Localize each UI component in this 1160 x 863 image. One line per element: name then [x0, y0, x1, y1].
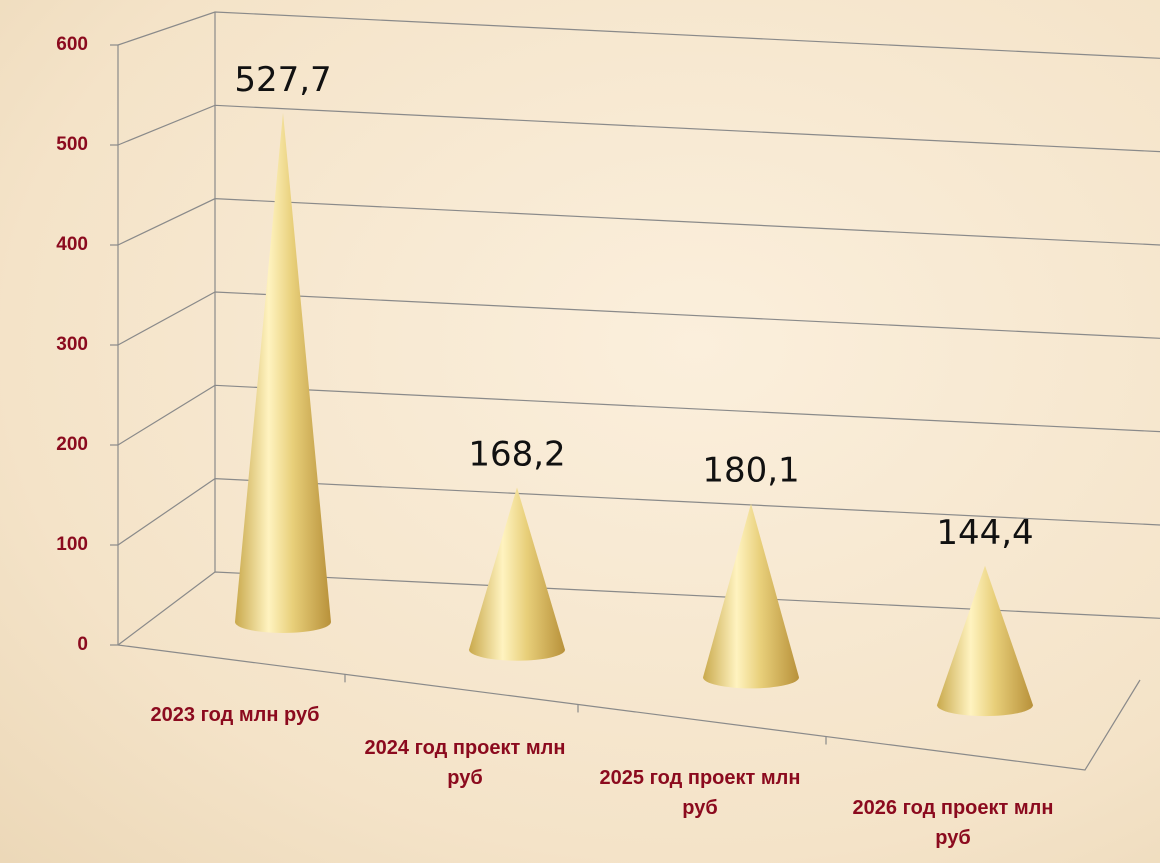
page: 0100200300400500600527,7168,2180,1144,4 … [0, 0, 1160, 863]
x-tick-label: 2025 год проект млн руб [585, 763, 815, 823]
x-tick-label: 2024 год проект млн руб [350, 733, 580, 793]
y-tick-label: 100 [56, 534, 88, 555]
y-tick-label: 200 [56, 434, 88, 455]
y-tick-label: 500 [56, 134, 88, 155]
x-tick-label: 2026 год проект млн руб [838, 793, 1068, 853]
value-label: 144,4 [936, 513, 1033, 553]
chart: 0 100 200 300 400 500 600 527,7 168,2 180,1 144,4 [0, 0, 1160, 863]
y-tick-label: 400 [56, 234, 88, 255]
cone [469, 487, 565, 660]
value-label: 168,2 [468, 434, 565, 474]
cone [703, 504, 799, 689]
grid-line [118, 12, 1160, 58]
x-tick-label: 2023 год млн руб [120, 700, 350, 730]
y-tick-label: 600 [56, 34, 88, 55]
y-tick-label: 0 [77, 634, 88, 655]
cone [235, 113, 331, 633]
value-label: 180,1 [702, 451, 799, 491]
y-tick-label: 300 [56, 334, 88, 355]
grid-line [118, 105, 1160, 151]
cone [937, 566, 1033, 716]
value-label: 527,7 [234, 60, 331, 100]
